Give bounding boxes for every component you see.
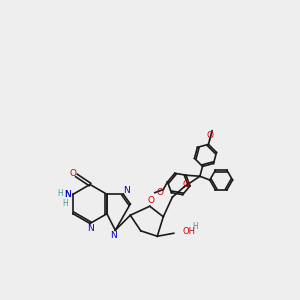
Text: N: N (124, 186, 130, 195)
Text: H: H (58, 189, 63, 198)
Text: O: O (183, 180, 190, 190)
Text: OH: OH (182, 227, 195, 236)
Text: H: H (62, 200, 68, 208)
Text: H: H (192, 222, 198, 231)
Text: N: N (87, 224, 93, 233)
Text: O: O (69, 169, 76, 178)
Text: N: N (64, 190, 71, 199)
Text: O: O (157, 188, 164, 197)
Text: O: O (148, 196, 155, 205)
Text: N: N (64, 190, 71, 199)
Text: N: N (110, 231, 117, 240)
Text: O: O (207, 131, 214, 140)
